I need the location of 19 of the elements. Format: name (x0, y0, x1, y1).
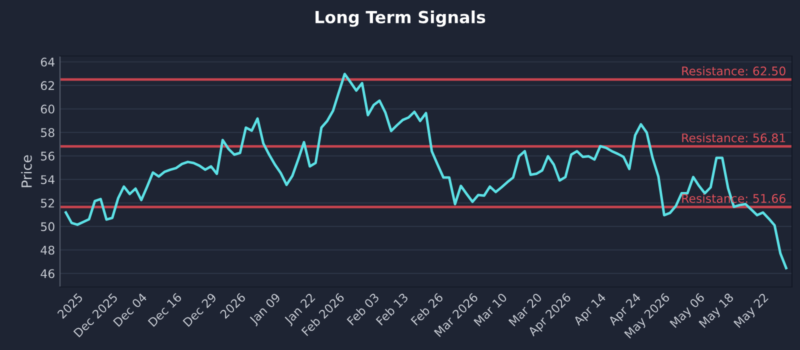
y-tick-label: 46 (40, 269, 54, 278)
x-tick-label: Dec 29 (182, 292, 217, 327)
y-tick-label: 60 (40, 104, 54, 114)
y-tick-label: 50 (41, 222, 54, 232)
x-tick-label: Feb 26 (410, 292, 444, 326)
ref-line-label: Resistance: 62.50 (682, 66, 786, 76)
x-tick-label: Apr 14 (572, 292, 608, 328)
chart-title: Long Term Signals (316, 10, 486, 27)
y-tick-label: 64 (40, 58, 54, 67)
y-tick-label: 52 (41, 198, 54, 208)
y-tick-label: 54 (41, 175, 54, 184)
ref-line-label: Resistance: 56.81 (682, 133, 786, 142)
y-tick-label: 58 (41, 128, 54, 138)
x-tick-label: Dec 16 (148, 292, 182, 327)
y-axis-title: Price (21, 155, 32, 188)
y-tick-label: 56 (41, 152, 54, 161)
x-tick-label: Jan 09 (248, 292, 282, 326)
y-tick-label: 62 (40, 81, 54, 90)
y-tick-label: 48 (40, 246, 54, 255)
